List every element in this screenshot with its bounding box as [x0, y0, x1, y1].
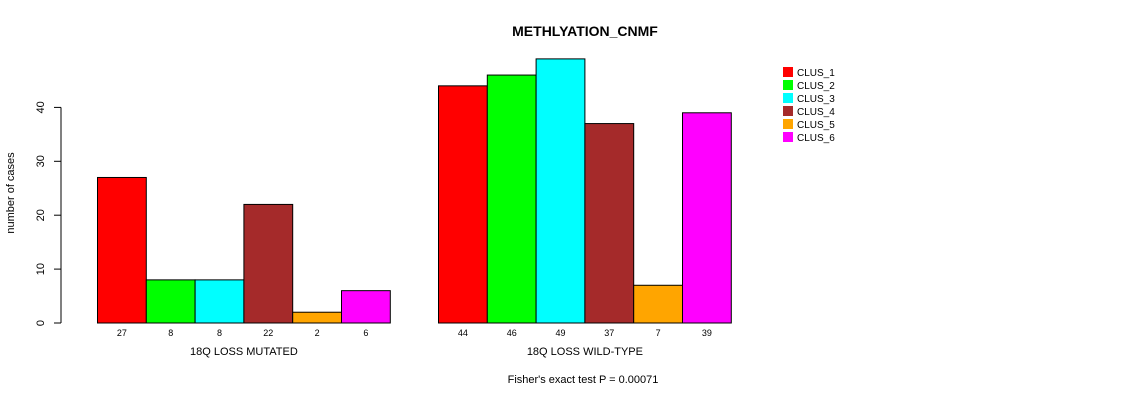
bar-count-label: 44 [458, 328, 468, 338]
legend-label: CLUS_2 [797, 81, 835, 92]
bar-count-label: 8 [217, 328, 222, 338]
y-tick-label: 30 [35, 155, 47, 167]
value-labels: 27 8 8 22 2 6 44 46 49 37 7 39 [117, 328, 712, 338]
legend-label: CLUS_4 [797, 107, 835, 118]
chart-title: METHLYATION_CNMF [512, 23, 658, 39]
bar-count-label: 46 [507, 328, 517, 338]
legend: CLUS_1 CLUS_2 CLUS_3 CLUS_4 CLUS_5 CLUS_6 [783, 67, 835, 144]
y-axis-label: number of cases [5, 152, 17, 234]
y-tick-label: 40 [35, 101, 47, 113]
y-tick-label: 20 [35, 209, 47, 221]
bar-count-label: 8 [168, 328, 173, 338]
bar-count-label: 7 [656, 328, 661, 338]
y-axis: 0 10 20 30 40 [35, 101, 62, 326]
bar-count-label: 22 [263, 328, 273, 338]
bar-clus-1 [97, 176, 147, 324]
legend-swatch [783, 106, 793, 116]
bar-clus-2 [486, 74, 537, 324]
bar-count-label: 27 [117, 328, 127, 338]
bar-clus-2 [145, 279, 196, 324]
bars [97, 58, 732, 324]
bar-count-label: 39 [702, 328, 712, 338]
legend-swatch [783, 132, 793, 142]
legend-label: CLUS_5 [797, 120, 835, 131]
bar-count-label: 2 [315, 328, 320, 338]
bar-clus-6 [341, 290, 391, 324]
bar-clus-3 [194, 279, 245, 324]
y-tick-label: 0 [35, 320, 47, 326]
legend-swatch [783, 119, 793, 129]
y-tick-label: 10 [35, 263, 47, 275]
fisher-test-note: Fisher's exact test P = 0.00071 [508, 374, 659, 386]
legend-label: CLUS_3 [797, 94, 835, 105]
bar-clus-1 [438, 85, 488, 324]
bar-clus-5 [292, 311, 343, 324]
bar-clus-4 [243, 203, 294, 324]
bar-count-label: 6 [363, 328, 368, 338]
bar-clus-3 [535, 58, 586, 324]
legend-label: CLUS_6 [797, 133, 835, 144]
group-labels: 18Q LOSS MUTATED 18Q LOSS WILD-TYPE [190, 346, 643, 358]
bar-clus-5 [633, 284, 684, 324]
legend-swatch [783, 67, 793, 77]
legend-swatch [783, 80, 793, 90]
bar-count-label: 37 [604, 328, 614, 338]
bar-count-label: 49 [555, 328, 565, 338]
group-label: 18Q LOSS MUTATED [190, 346, 298, 358]
legend-label: CLUS_1 [797, 68, 835, 79]
bar-clus-6 [682, 112, 732, 324]
legend-swatch [783, 93, 793, 103]
group-label: 18Q LOSS WILD-TYPE [527, 346, 643, 358]
bar-clus-4 [584, 123, 635, 324]
